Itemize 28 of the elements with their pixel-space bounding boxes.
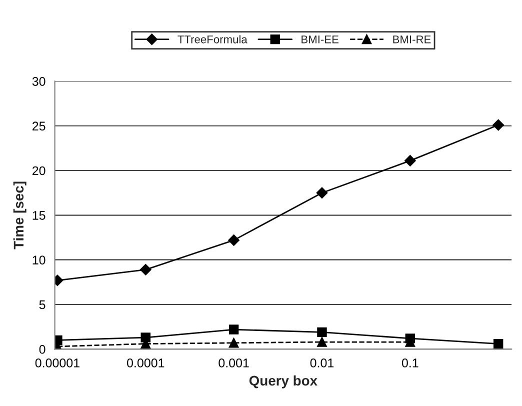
point xyxy=(228,324,239,334)
point xyxy=(317,337,327,347)
point xyxy=(404,155,416,166)
point xyxy=(228,338,239,348)
legend-label: TTreeFormula xyxy=(178,35,248,44)
point xyxy=(493,338,504,349)
x-tick-label: 0.1 xyxy=(402,358,418,368)
x-tick-label: 0.0001 xyxy=(127,358,164,368)
y-axis-title: Time [sec] xyxy=(13,182,26,250)
x-tick-label: 0.01 xyxy=(310,358,334,368)
y-tick-label: 10 xyxy=(32,256,46,264)
y-tick-label: 5 xyxy=(39,300,46,310)
x-axis-title: Query box xyxy=(249,375,318,388)
y-tick-label: 20 xyxy=(32,166,46,176)
point xyxy=(317,327,327,338)
y-tick-label: 0 xyxy=(39,344,46,354)
x-tick-label: 0.001 xyxy=(218,358,249,368)
point xyxy=(492,119,504,131)
point xyxy=(140,264,152,276)
point xyxy=(228,234,240,246)
y-tick-label: 15 xyxy=(32,211,46,220)
y-tick-label: 30 xyxy=(32,77,46,86)
legend-label: BMI-EE xyxy=(302,36,338,44)
point xyxy=(316,187,328,198)
y-tick-label: 25 xyxy=(32,122,46,131)
x-tick-label: 0.00001 xyxy=(35,358,80,368)
legend-label: BMI-RE xyxy=(393,36,431,44)
point xyxy=(140,332,150,342)
